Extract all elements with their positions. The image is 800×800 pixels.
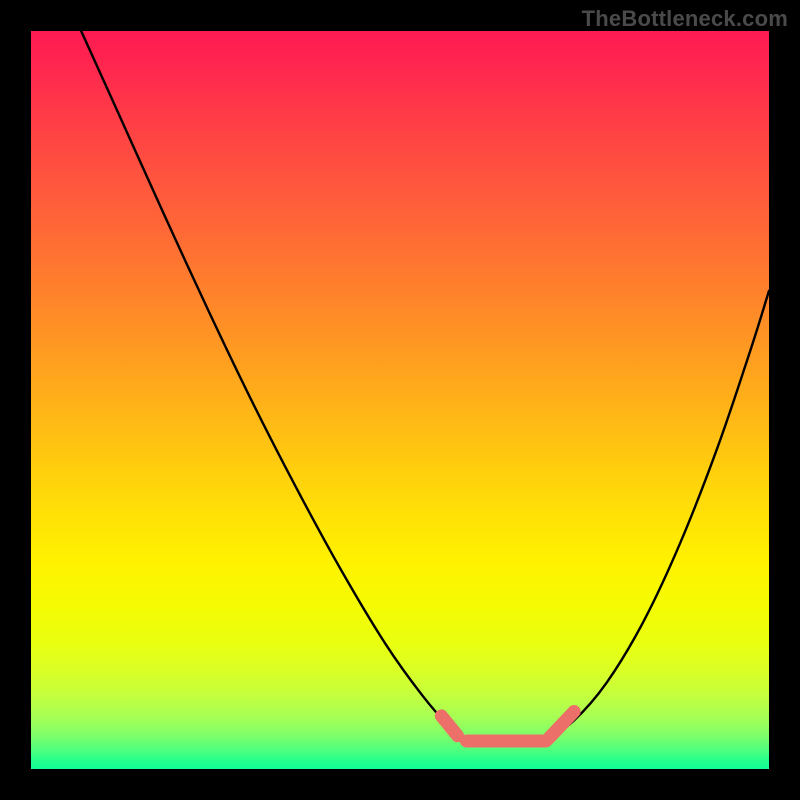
watermark-text: TheBottleneck.com bbox=[582, 6, 788, 32]
plot-svg bbox=[31, 31, 769, 769]
chart-container: TheBottleneck.com bbox=[0, 0, 800, 800]
plot-area bbox=[31, 31, 769, 769]
gradient-background bbox=[31, 31, 769, 769]
